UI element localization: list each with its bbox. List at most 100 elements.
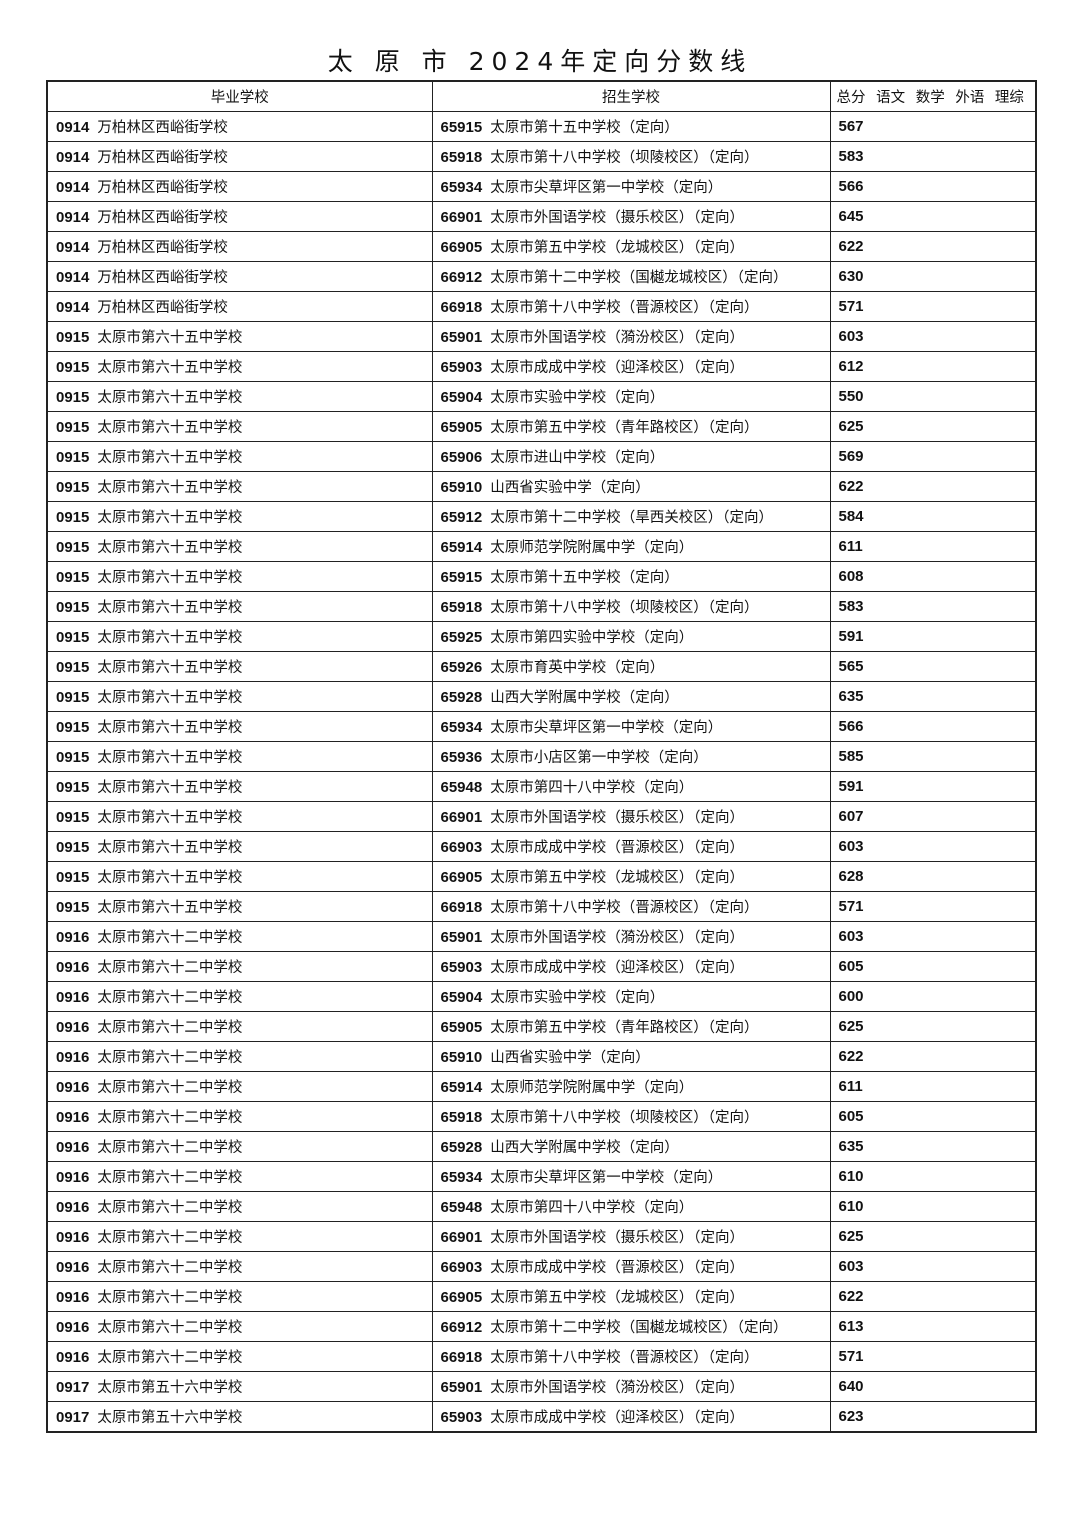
grad-school-code: 0916 — [56, 1019, 90, 1036]
enroll-school-name: 太原市进山中学校（定向） — [490, 450, 665, 466]
enroll-school-name: 太原市第十二中学校（国樾龙城校区）（定向） — [490, 270, 788, 286]
enroll-school-cell: 66918 太原市第十八中学校（晋源校区）（定向） — [431, 1341, 831, 1372]
enroll-school-code: 66903 — [440, 1259, 483, 1276]
grad-school-name: 万柏林区西峪街学校 — [97, 210, 228, 226]
grad-school-code: 0915 — [56, 479, 90, 496]
grad-school-name: 太原市第六十五中学校 — [97, 540, 243, 556]
table-row: 0916 太原市第六十二中学校 65903 太原市成成中学校（迎泽校区）（定向） 605 — [46, 951, 1037, 982]
enroll-school-code: 65903 — [440, 1409, 483, 1426]
score-cell: 566 — [829, 711, 1037, 742]
enroll-school-name: 太原市第十五中学校（定向） — [490, 570, 679, 586]
grad-school-cell: 0915 太原市第六十五中学校 — [46, 891, 433, 922]
table-row: 0915 太原市第六十五中学校 65918 太原市第十八中学校（坝陵校区）（定向） 58… — [46, 591, 1037, 622]
total-score: 585 — [838, 748, 864, 765]
enroll-school-name: 太原市实验中学校（定向） — [490, 990, 665, 1006]
score-cell: 600 — [829, 981, 1037, 1012]
enroll-school-code: 65914 — [440, 539, 483, 556]
table-row: 0915 太原市第六十五中学校 66918 太原市第十八中学校（晋源校区）（定向） 57… — [46, 891, 1037, 922]
grad-school-name: 太原市第六十二中学校 — [97, 1020, 243, 1036]
grad-school-cell: 0914 万柏林区西峪街学校 — [46, 291, 433, 322]
table-row: 0916 太原市第六十二中学校 66912 太原市第十二中学校（国樾龙城校区）（定向）… — [46, 1311, 1037, 1342]
grad-school-cell: 0914 万柏林区西峪街学校 — [46, 231, 433, 262]
enroll-school-name: 太原市成成中学校（迎泽校区）（定向） — [490, 960, 744, 976]
score-cell: 603 — [829, 1251, 1037, 1282]
enroll-school-cell: 65918 太原市第十八中学校（坝陵校区）（定向） — [431, 141, 831, 172]
grad-school-cell: 0915 太原市第六十五中学校 — [46, 501, 433, 532]
enroll-school-code: 66905 — [440, 1289, 483, 1306]
enroll-school-name: 太原市成成中学校（晋源校区）（定向） — [490, 840, 744, 856]
grad-school-code: 0916 — [56, 1349, 90, 1366]
table-row: 0914 万柏林区西峪街学校 66912 太原市第十二中学校（国樾龙城校区）（定向） 6… — [46, 261, 1037, 292]
grad-school-name: 太原市第六十五中学校 — [97, 510, 243, 526]
enroll-school-code: 66903 — [440, 839, 483, 856]
enroll-school-code: 66901 — [440, 809, 483, 826]
total-score: 623 — [838, 1408, 864, 1425]
score-cell: 635 — [829, 681, 1037, 712]
grad-school-name: 万柏林区西峪街学校 — [97, 120, 228, 136]
total-score: 612 — [838, 358, 864, 375]
enroll-school-name: 太原市外国语学校（摄乐校区）（定向） — [490, 810, 744, 826]
enroll-school-cell: 66905 太原市第五中学校（龙城校区）（定向） — [431, 1281, 831, 1312]
table-row: 0916 太原市第六十二中学校 65905 太原市第五中学校（青年路校区）（定向） 62… — [46, 1011, 1037, 1042]
total-score: 603 — [838, 838, 864, 855]
enroll-school-cell: 66918 太原市第十八中学校（晋源校区）（定向） — [431, 891, 831, 922]
enroll-school-name: 太原市第十八中学校（晋源校区）（定向） — [490, 1350, 759, 1366]
grad-school-code: 0916 — [56, 1139, 90, 1156]
table-row: 0916 太原市第六十二中学校 66901 太原市外国语学校（摄乐校区）（定向） 625 — [46, 1221, 1037, 1252]
total-score: 566 — [838, 178, 864, 195]
enroll-school-cell: 65912 太原市第十二中学校（旱西关校区）（定向） — [431, 501, 831, 532]
total-score: 591 — [838, 628, 864, 645]
enroll-school-name: 太原市第五中学校（青年路校区）（定向） — [490, 1020, 759, 1036]
table-row: 0915 太原市第六十五中学校 66903 太原市成成中学校（晋源校区）（定向） 603 — [46, 831, 1037, 862]
table-row: 0914 万柏林区西峪街学校 65934 太原市尖草坪区第一中学校（定向） 566 — [46, 171, 1037, 202]
grad-school-cell: 0915 太原市第六十五中学校 — [46, 411, 433, 442]
grad-school-cell: 0915 太原市第六十五中学校 — [46, 441, 433, 472]
grad-school-cell: 0916 太原市第六十二中学校 — [46, 1101, 433, 1132]
total-score: 603 — [838, 328, 864, 345]
grad-school-name: 太原市第六十二中学校 — [97, 1320, 243, 1336]
enroll-school-name: 太原师范学院附属中学（定向） — [490, 1080, 694, 1096]
enroll-school-name: 山西大学附属中学校（定向） — [490, 1140, 679, 1156]
enroll-school-name: 太原市第十八中学校（坝陵校区）（定向） — [490, 600, 759, 616]
enroll-school-code: 66912 — [440, 1319, 483, 1336]
grad-school-name: 太原市第六十二中学校 — [97, 960, 243, 976]
enroll-school-code: 66918 — [440, 299, 483, 316]
score-cell: 610 — [829, 1191, 1037, 1222]
score-cell: 585 — [829, 741, 1037, 772]
score-cell: 635 — [829, 1131, 1037, 1162]
enroll-school-code: 65903 — [440, 959, 483, 976]
enroll-school-cell: 66905 太原市第五中学校（龙城校区）（定向） — [431, 861, 831, 892]
total-score: 584 — [838, 508, 864, 525]
grad-school-name: 太原市第六十二中学校 — [97, 1290, 243, 1306]
table-row: 0914 万柏林区西峪街学校 65918 太原市第十八中学校（坝陵校区）（定向） 583 — [46, 141, 1037, 172]
enroll-school-cell: 65914 太原师范学院附属中学（定向） — [431, 1071, 831, 1102]
grad-school-name: 太原市第六十五中学校 — [97, 840, 243, 856]
enroll-school-code: 66901 — [440, 1229, 483, 1246]
score-cell: 567 — [829, 111, 1037, 142]
table-row: 0915 太原市第六十五中学校 65905 太原市第五中学校（青年路校区）（定向） 62… — [46, 411, 1037, 442]
enroll-school-code: 66901 — [440, 209, 483, 226]
enroll-school-name: 太原市第十二中学校（国樾龙城校区）（定向） — [490, 1320, 788, 1336]
score-cell: 640 — [829, 1371, 1037, 1402]
page-title: 太 原 市 2024年定向分数线 — [327, 47, 753, 76]
total-score: 610 — [838, 1168, 864, 1185]
grad-school-name: 万柏林区西峪街学校 — [97, 300, 228, 316]
enroll-school-name: 太原市第十八中学校（晋源校区）（定向） — [490, 900, 759, 916]
grad-school-code: 0915 — [56, 599, 90, 616]
total-score: 625 — [838, 418, 864, 435]
enroll-school-cell: 66912 太原市第十二中学校（国樾龙城校区）（定向） — [431, 261, 831, 292]
grad-school-cell: 0915 太原市第六十五中学校 — [46, 681, 433, 712]
grad-school-code: 0916 — [56, 1109, 90, 1126]
score-table: 毕业学校 招生学校 总分 语文 数学 外语 理综 0914 万柏林区西峪街学校 65… — [46, 80, 1037, 1433]
enroll-school-cell: 66903 太原市成成中学校（晋源校区）（定向） — [431, 831, 831, 862]
enroll-school-code: 65934 — [440, 719, 483, 736]
grad-school-name: 太原市第六十五中学校 — [97, 690, 243, 706]
table-row: 0915 太原市第六十五中学校 65948 太原市第四十八中学校（定向） 591 — [46, 771, 1037, 802]
score-cell: 610 — [829, 1161, 1037, 1192]
table-row: 0915 太原市第六十五中学校 65925 太原市第四实验中学校（定向） 591 — [46, 621, 1037, 652]
enroll-school-code: 65948 — [440, 1199, 483, 1216]
grad-school-name: 万柏林区西峪街学校 — [97, 180, 228, 196]
grad-school-cell: 0916 太原市第六十二中学校 — [46, 1041, 433, 1072]
enroll-school-cell: 65903 太原市成成中学校（迎泽校区）（定向） — [431, 351, 831, 382]
table-row: 0916 太原市第六十二中学校 65904 太原市实验中学校（定向） 600 — [46, 981, 1037, 1012]
